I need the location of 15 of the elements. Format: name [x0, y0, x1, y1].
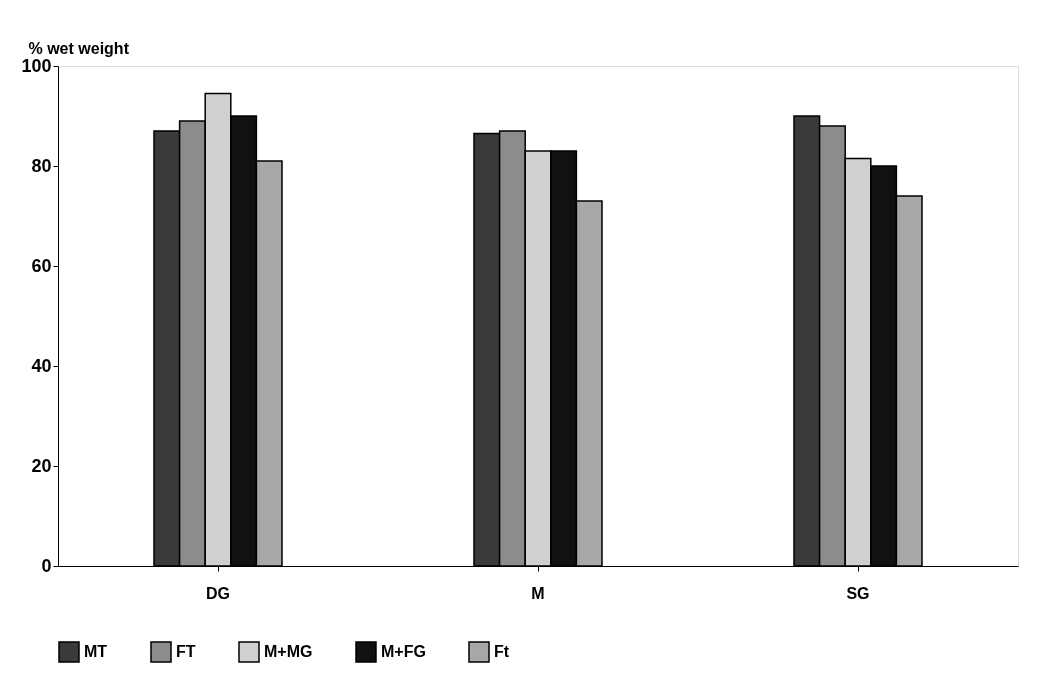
y-tick-label: 0: [41, 555, 52, 576]
y-tick-label: 100: [21, 55, 52, 76]
x-tick-label: M: [531, 584, 545, 602]
legend-label: M+MG: [264, 643, 313, 660]
legend-label: Ft: [494, 643, 510, 660]
y-tick-label: 40: [31, 355, 52, 376]
legend-label: FT: [176, 643, 196, 660]
legend-label: M+FG: [381, 643, 426, 660]
x-tick-label: DG: [206, 584, 230, 602]
y-tick-label: 60: [31, 255, 52, 276]
legend-label: MT: [84, 643, 108, 660]
x-tick-label: SG: [846, 584, 870, 602]
y-axis-title: % wet weight: [28, 39, 130, 57]
y-tick-label: 80: [31, 155, 52, 176]
y-tick-label: 20: [31, 455, 52, 476]
